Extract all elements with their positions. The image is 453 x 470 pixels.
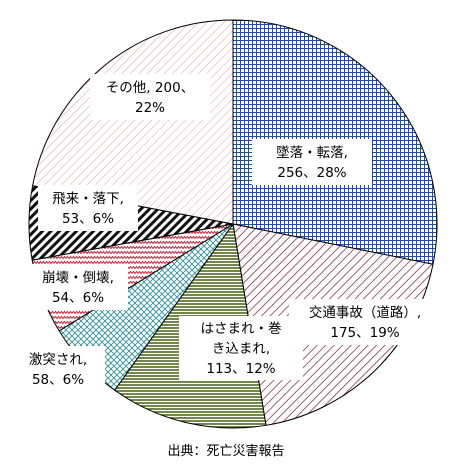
slice-label-1: 墜落・転落, 256、28% bbox=[252, 139, 372, 185]
slice-label-line: 崩壊・倒壊, bbox=[42, 270, 114, 286]
slice-label-line: 交通事故（道路）, bbox=[309, 304, 421, 321]
slice-label-5: 崩壊・倒壊, 54、6% bbox=[28, 264, 128, 310]
slice-label-line: 175、19% bbox=[330, 325, 399, 341]
slice-label-bg bbox=[179, 316, 303, 380]
slice-label-line: 22% bbox=[135, 100, 165, 116]
source-note: 出典：死亡災害報告 bbox=[167, 443, 284, 459]
slice-label-line: 54、6% bbox=[52, 290, 104, 306]
slice-label-line: 113、12% bbox=[206, 361, 275, 377]
slice-label-line: その他, 200、 bbox=[106, 80, 194, 96]
slice-label-line: 墜落・転落, bbox=[276, 145, 348, 161]
slice-label-6: 飛来・落下, 53、6% bbox=[38, 185, 138, 231]
slice-label-line: 256、28% bbox=[277, 165, 346, 181]
slice-label-bg bbox=[38, 185, 138, 231]
slice-label-line: 飛来・落下, bbox=[52, 191, 124, 207]
slice-label-7: その他, 200、 22% bbox=[90, 74, 210, 120]
slice-label-bg bbox=[90, 74, 210, 120]
slice-label-line: 58、6% bbox=[32, 372, 84, 388]
slice-label-line: 激突され, bbox=[29, 352, 87, 368]
slice-label-2: 交通事故（道路）, 175、19% bbox=[289, 299, 441, 345]
slice-label-4: 激突され, 58、6% bbox=[11, 346, 105, 392]
pie-slice-7 bbox=[32, 19, 234, 225]
slice-label-bg bbox=[289, 299, 441, 345]
slice-label-line: はさまれ・巻 bbox=[201, 321, 282, 337]
slice-label-bg bbox=[11, 346, 105, 392]
slice-label-bg bbox=[28, 264, 128, 310]
slice-label-line: き込まれ, bbox=[212, 341, 270, 357]
slice-label-line: 53、6% bbox=[62, 211, 114, 227]
slice-label-bg bbox=[252, 139, 372, 185]
